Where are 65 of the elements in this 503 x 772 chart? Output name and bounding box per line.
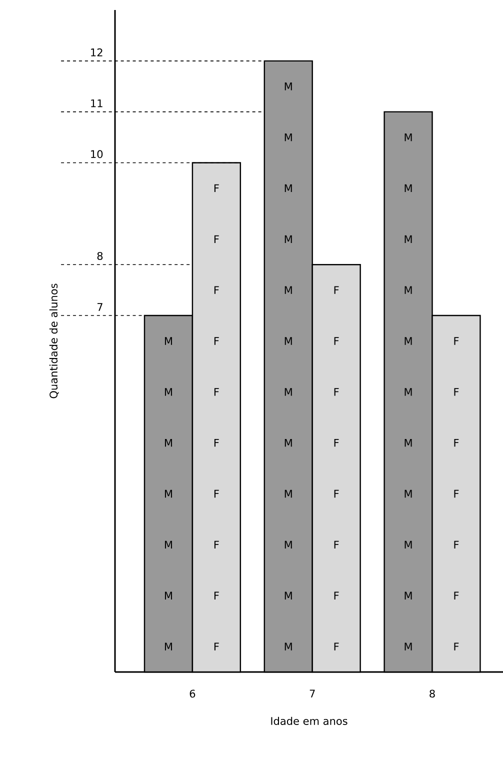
text: M xyxy=(284,286,292,294)
text: F xyxy=(334,540,339,549)
series-label: M xyxy=(404,642,412,650)
text: F xyxy=(454,642,459,650)
text: M xyxy=(284,592,292,600)
text: F xyxy=(334,286,339,294)
text: F xyxy=(454,490,459,498)
text: M xyxy=(404,286,412,294)
text: M xyxy=(164,540,172,549)
y-tick-label: 10 xyxy=(91,150,103,158)
text: F xyxy=(334,388,339,396)
text: F xyxy=(334,490,339,498)
text: M xyxy=(404,337,412,345)
text: M xyxy=(284,184,292,192)
text: M xyxy=(284,388,292,396)
text: M xyxy=(284,337,292,345)
text: F xyxy=(214,337,219,345)
text: F xyxy=(454,592,459,600)
text: M xyxy=(404,235,412,243)
text: F xyxy=(214,439,219,447)
x-tick-label: 6 xyxy=(190,690,196,698)
text: M xyxy=(164,388,172,396)
text: M xyxy=(164,439,172,447)
text: F xyxy=(214,286,219,294)
text: M xyxy=(164,490,172,498)
text: M xyxy=(404,592,412,600)
text: M xyxy=(404,133,412,142)
x-tick-label: 7 xyxy=(310,690,315,698)
text: M xyxy=(284,82,292,90)
y-tick-label: 12 xyxy=(91,48,102,56)
series-label: F xyxy=(334,642,339,650)
text: F xyxy=(454,439,459,447)
text: M xyxy=(284,235,292,243)
text: F xyxy=(334,439,339,447)
text: F xyxy=(214,235,219,243)
text: M xyxy=(404,540,412,549)
text: M xyxy=(164,337,172,345)
y-tick-label: 8 xyxy=(97,252,103,260)
text: F xyxy=(214,592,219,600)
text: F xyxy=(214,540,219,549)
x-axis-title: Idade em anos xyxy=(271,716,348,725)
y-tick-label: 7 xyxy=(97,303,102,311)
x-tick-label: 8 xyxy=(430,690,435,698)
text: F xyxy=(334,592,339,600)
text: M xyxy=(284,540,292,549)
y-tick-label: 11 xyxy=(91,99,102,108)
text: M xyxy=(284,439,292,447)
y-axis-title: Quantidade de alunos xyxy=(49,284,59,398)
text: F xyxy=(214,490,219,498)
text: M xyxy=(164,642,172,650)
text: F xyxy=(454,388,459,396)
text: F xyxy=(334,337,339,345)
text: M xyxy=(404,388,412,396)
text: M xyxy=(284,133,292,142)
text: F xyxy=(454,540,459,549)
text: F xyxy=(214,642,219,650)
text: M xyxy=(164,592,172,600)
text: M xyxy=(284,642,292,650)
text: M xyxy=(404,490,412,498)
text: F xyxy=(454,337,459,345)
text: M xyxy=(404,439,412,447)
text: F xyxy=(214,184,219,192)
text: M xyxy=(284,490,292,498)
text: M xyxy=(404,184,412,192)
text: F xyxy=(214,388,219,396)
